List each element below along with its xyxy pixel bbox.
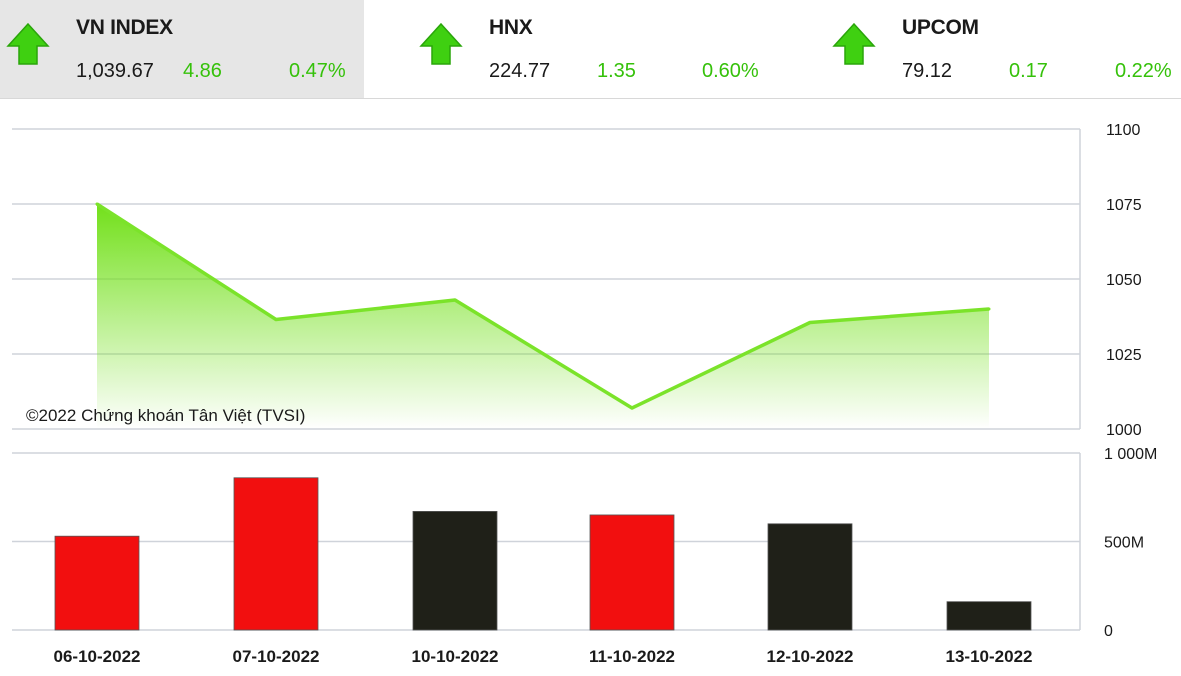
y-tick-label: 1050 [1106,272,1142,289]
ticker-upcom[interactable]: UPCOM 79.12 0.17 0.22% [826,0,1181,98]
volume-bar [412,511,498,631]
index-line-chart: 1100 1075 1050 1025 1000 [12,122,1142,439]
volume-bar [54,535,140,631]
ticker-name: VN INDEX [76,16,173,39]
ticker-price: 224.77 [489,60,551,82]
y-tick-label: 1 000M [1104,446,1157,463]
ticker-percent: 0.60% [702,60,759,82]
ticker-percent: 0.47% [289,60,346,82]
up-arrow-icon [832,22,876,65]
y-tick-label: 500M [1104,535,1144,552]
volume-bar [233,477,319,631]
volume-bar [767,523,853,631]
data-point [987,307,991,311]
ticker-name: UPCOM [902,16,979,39]
ticker-vn-index[interactable]: VN INDEX 1,039.67 4.86 0.47% [0,0,364,98]
ticker-change: 0.17 [1009,60,1048,82]
ticker-price: 1,039.67 [76,60,154,82]
data-point [453,298,457,302]
y-tick-label: 1025 [1106,347,1142,364]
up-arrow-icon [419,22,463,65]
ticker-price: 79.12 [902,60,953,82]
index-line [96,202,990,410]
ticker-name: HNX [489,16,533,39]
x-tick-label: 13-10-2022 [946,647,1033,666]
data-point [95,202,99,206]
x-tick-label: 12-10-2022 [767,647,854,666]
volume-bar [589,514,675,631]
ticker-change: 1.35 [597,60,636,82]
x-tick-label: 07-10-2022 [233,647,320,666]
y-tick-label: 1000 [1106,422,1142,439]
y-tick-label: 1075 [1106,197,1142,214]
x-tick-label: 11-10-2022 [589,647,675,666]
volume-bar-chart: 1 000M 500M 0 06-10-2022 07-10-2022 10-10-202… [12,446,1157,666]
data-point [274,318,278,321]
volume-bar [946,601,1032,631]
data-point [808,321,812,324]
ticker-percent: 0.22% [1115,60,1172,82]
ticker-change: 4.86 [183,60,222,82]
x-tick-label: 10-10-2022 [412,647,499,666]
y-tick-label: 1100 [1106,122,1141,139]
area-fill [97,204,989,429]
data-point [630,406,634,410]
y-tick-label: 0 [1104,623,1113,640]
ticker-hnx[interactable]: HNX 224.77 1.35 0.60% [413,0,777,98]
x-tick-label: 06-10-2022 [54,647,141,666]
up-arrow-icon [6,22,50,65]
copyright-text: ©2022 Chứng khoán Tân Việt (TVSI) [26,406,305,425]
ticker-bar: VN INDEX 1,039.67 4.86 0.47% HNX 224.77 … [0,0,1181,99]
